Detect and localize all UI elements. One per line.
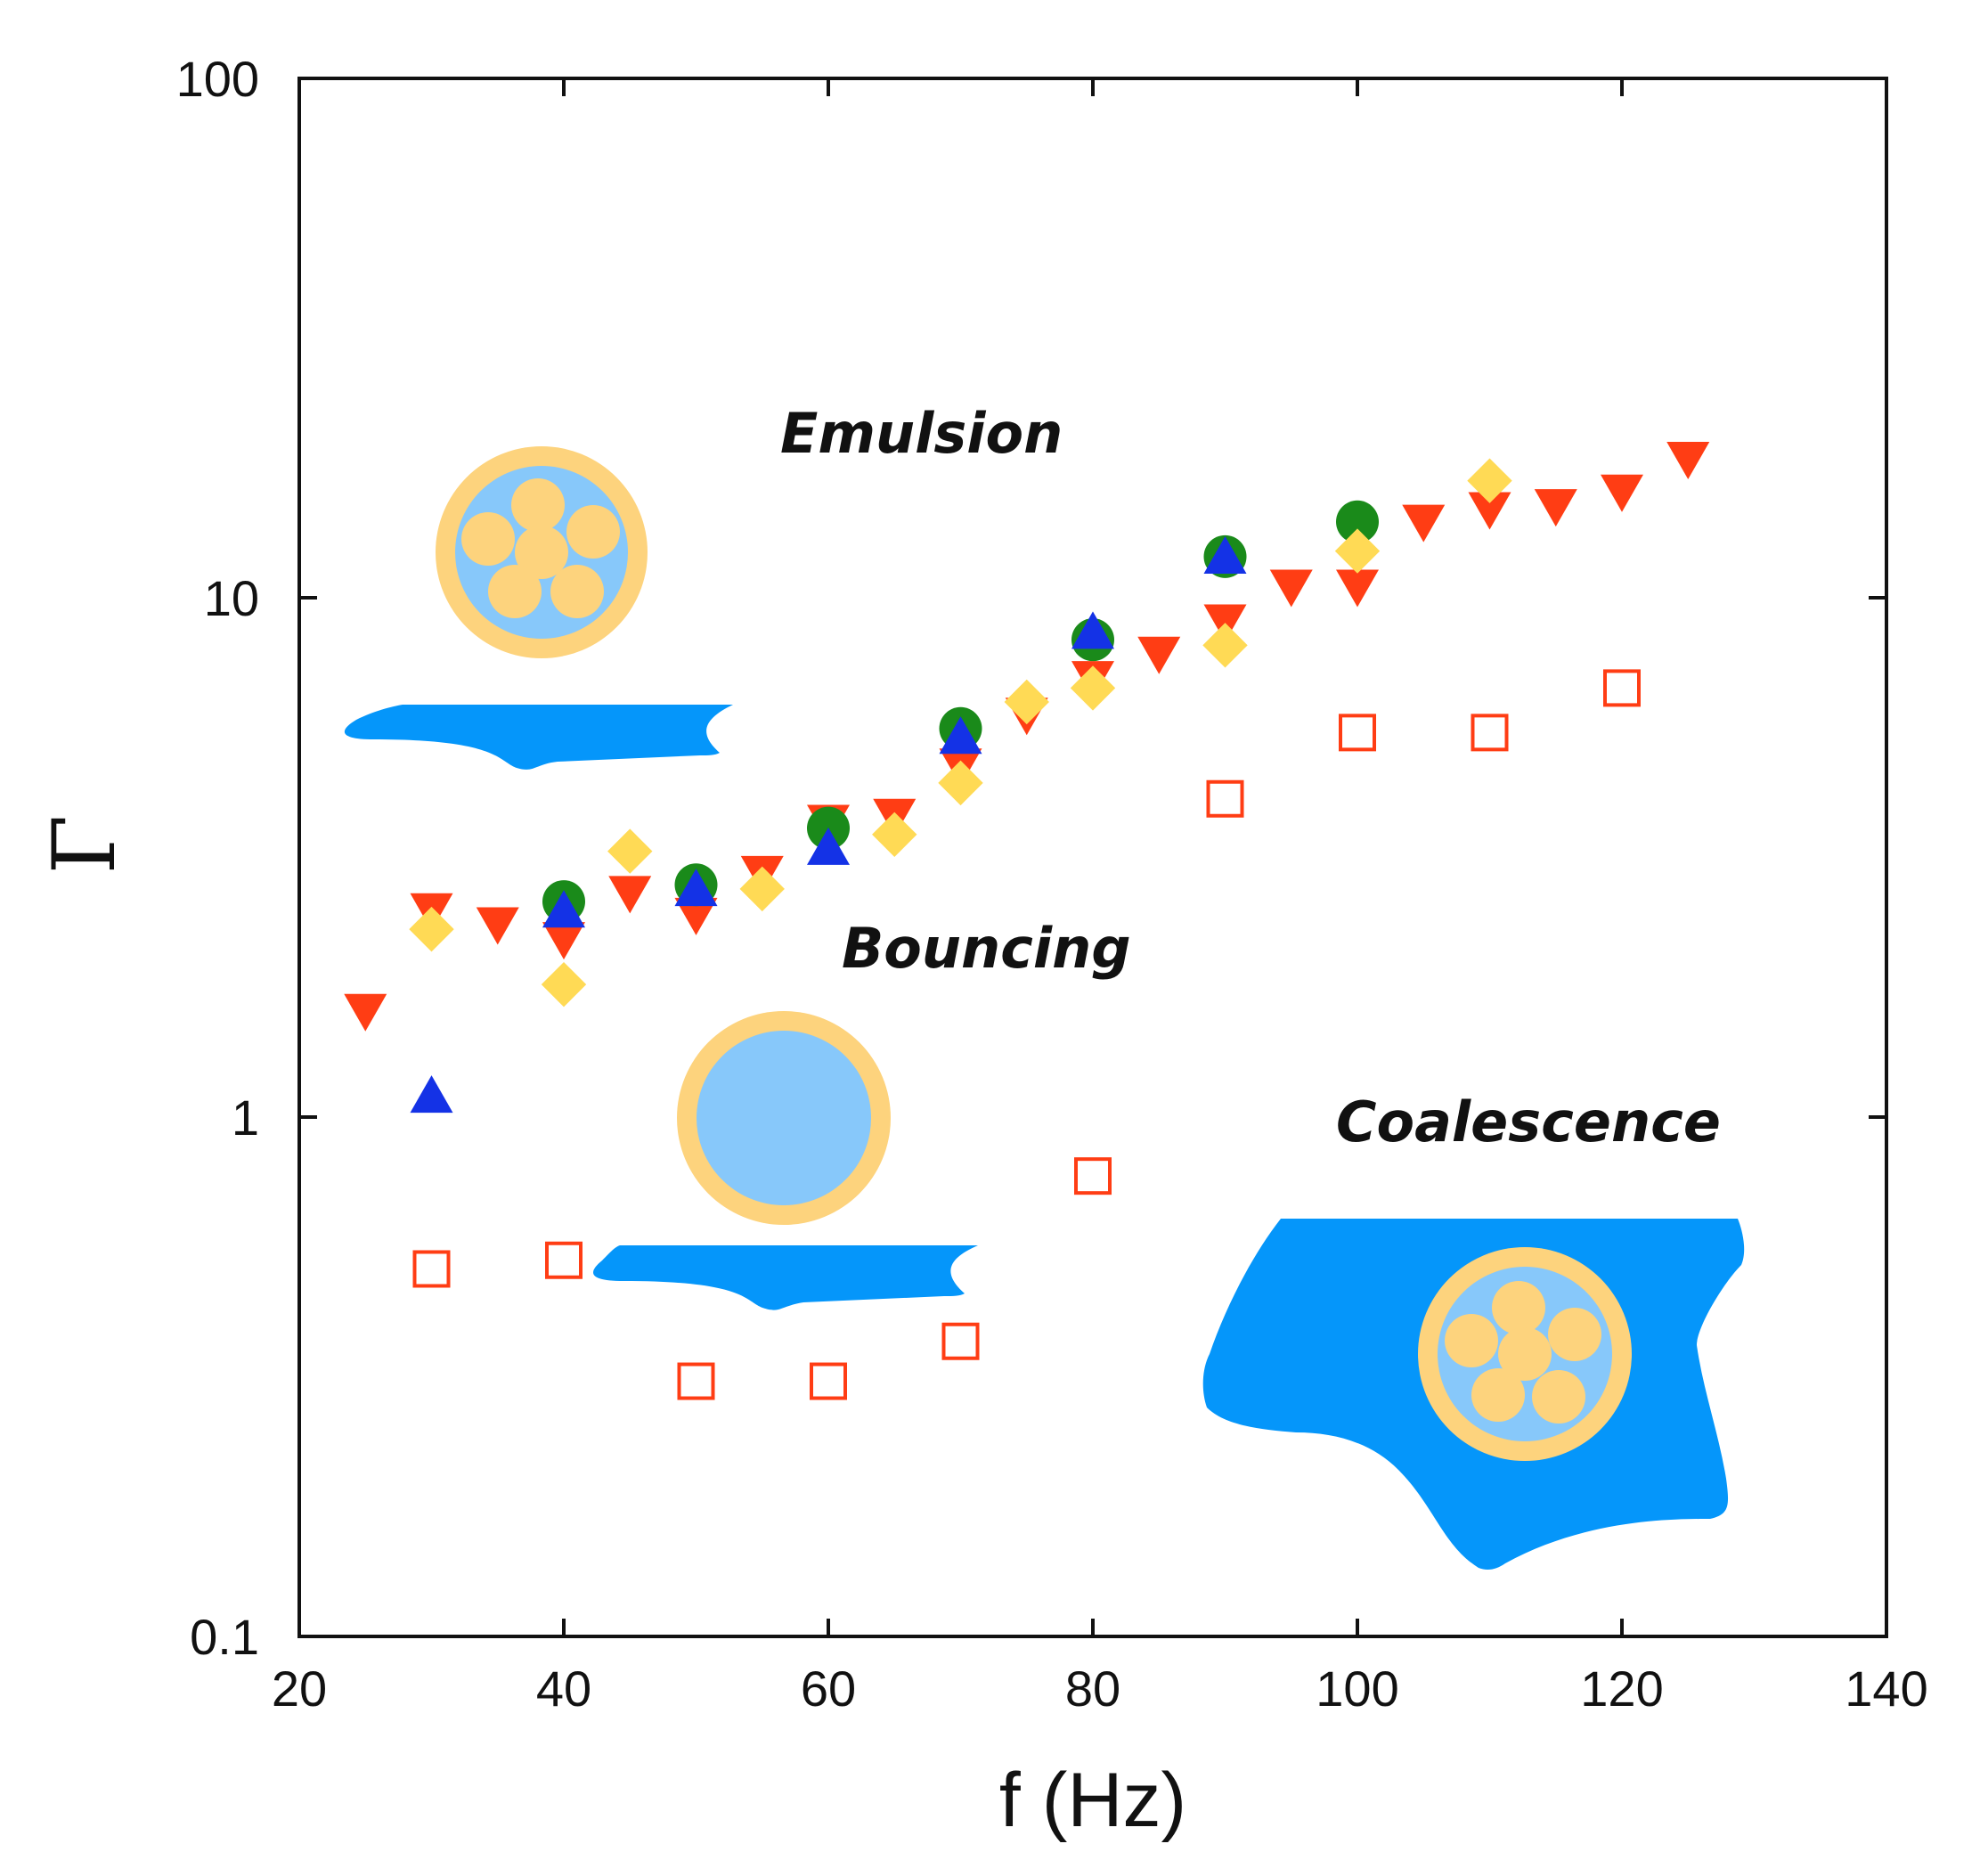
bouncing-drop-core: [697, 1031, 871, 1205]
data-point-square: [1074, 1157, 1112, 1195]
data-point-triangle-up: [410, 1075, 453, 1114]
y-tick-label: 10: [204, 570, 259, 626]
x-tick-label: 140: [1845, 1660, 1927, 1717]
coalescence-inner-droplet: [1498, 1327, 1552, 1381]
data-point-diamond: [938, 760, 983, 806]
data-point-triangle-down: [1468, 492, 1511, 530]
data-point-diamond: [1070, 665, 1116, 711]
data-point-diamond: [1334, 528, 1381, 574]
data-point-square: [1603, 669, 1641, 707]
axis-ticks: [297, 77, 1888, 1638]
emulsion-inner-droplet: [488, 565, 542, 618]
data-point-diamond: [1467, 458, 1512, 503]
data-point-diamond: [541, 961, 587, 1008]
data-point-triangle-down: [542, 922, 585, 960]
emulsion-inner-droplet: [461, 512, 515, 566]
y-tick-label: 1: [232, 1089, 259, 1146]
region-label-coalescence: Coalescence: [1336, 1089, 1721, 1154]
data-point-triangle-down: [344, 993, 387, 1032]
data-point-diamond: [872, 812, 917, 858]
region-label-emulsion: Emulsion: [780, 401, 1063, 466]
coalescence-inner-droplet: [1532, 1370, 1585, 1424]
data-point-triangle-down: [608, 876, 652, 914]
regime-illustrations: [344, 446, 1745, 1571]
data-point-circle: [1336, 500, 1379, 543]
data-point-triangle-down: [1534, 489, 1577, 527]
region-label-bouncing: Bouncing: [842, 916, 1131, 981]
data-point-triangle-down: [1137, 636, 1181, 674]
x-tick-label: 80: [1065, 1660, 1120, 1717]
data-point-triangle-down: [1601, 474, 1643, 512]
bouncing-illustration: [593, 1011, 978, 1310]
data-point-diamond: [1004, 679, 1049, 725]
y-axis-title: Γ: [35, 815, 134, 875]
x-tick-label: 100: [1316, 1660, 1398, 1717]
data-point-square: [810, 1362, 847, 1400]
x-tick-label: 40: [536, 1660, 591, 1717]
data-point-triangle-up: [939, 716, 982, 755]
emulsion-inner-droplet: [511, 478, 565, 532]
bouncing-bath-shape: [593, 1245, 978, 1310]
data-point-triangle-down: [1666, 442, 1710, 480]
data-point-triangle-up: [1071, 611, 1114, 649]
data-point-triangle-down: [476, 907, 519, 945]
data-point-triangle-down: [1336, 569, 1379, 608]
emulsion-illustration: [344, 446, 733, 770]
coalescence-illustration: [1202, 1219, 1745, 1571]
data-point-square: [677, 1362, 715, 1400]
x-axis-title: f (Hz): [999, 1758, 1186, 1843]
x-tick-label: 20: [272, 1660, 327, 1717]
data-point-diamond: [409, 906, 454, 952]
y-tick-label: 0.1: [190, 1609, 259, 1665]
x-tick-labels: 20 40 60 80 100 120 140: [272, 1660, 1928, 1717]
data-point-square: [1471, 714, 1509, 752]
data-point-triangle-down: [1269, 569, 1313, 608]
coalescence-inner-droplet: [1471, 1368, 1525, 1422]
data-point-diamond: [1202, 623, 1248, 668]
coalescence-inner-droplet: [1445, 1314, 1498, 1367]
data-point-triangle-up: [542, 890, 585, 928]
data-marks: [344, 442, 1710, 1400]
data-point-square: [1206, 779, 1244, 818]
data-point-triangle-down: [1402, 504, 1446, 543]
data-point-triangle-down: [674, 897, 718, 935]
data-point-triangle-up: [807, 827, 850, 865]
x-tick-label: 120: [1580, 1660, 1663, 1717]
emulsion-bath-shape: [344, 705, 733, 770]
y-tick-label: 100: [176, 51, 259, 107]
data-point-diamond: [739, 866, 785, 912]
x-tick-label: 60: [801, 1660, 856, 1717]
data-point-square: [1339, 714, 1376, 752]
emulsion-inner-droplet: [566, 505, 620, 559]
data-point-square: [545, 1241, 583, 1279]
coalescence-inner-droplet: [1492, 1281, 1545, 1334]
data-point-square: [941, 1322, 980, 1360]
emulsion-inner-droplet: [550, 565, 604, 618]
emulsion-inner-droplet: [515, 526, 568, 579]
data-point-square: [412, 1250, 451, 1288]
data-point-diamond: [607, 828, 653, 874]
data-point-triangle-up: [1203, 536, 1247, 575]
coalescence-inner-droplet: [1548, 1308, 1601, 1361]
y-tick-labels: 0.1 1 10 100: [176, 51, 259, 1665]
data-point-triangle-up: [674, 869, 718, 907]
